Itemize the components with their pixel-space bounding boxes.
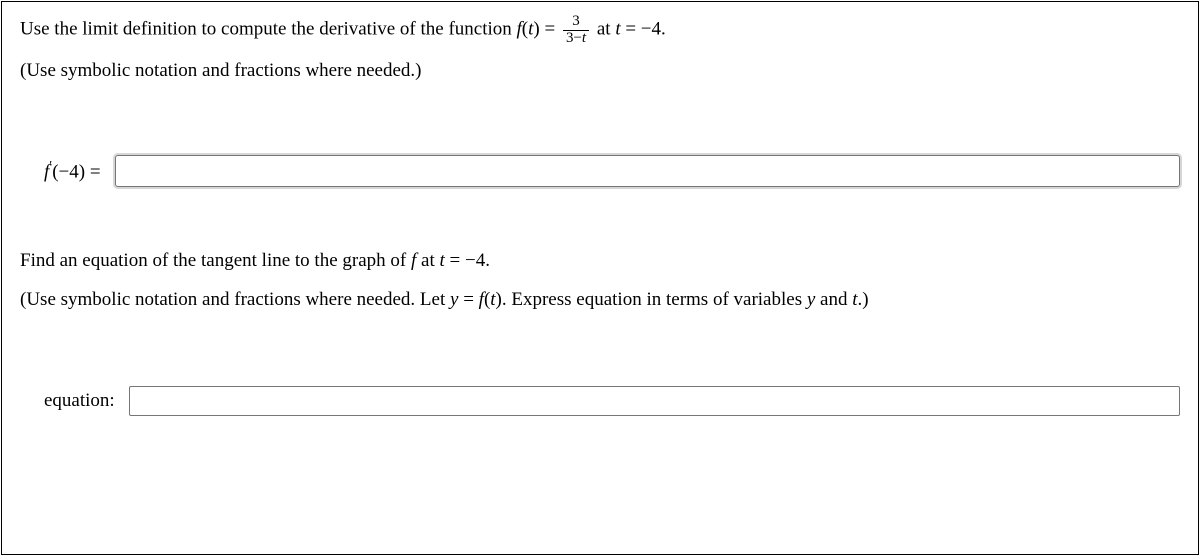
q1-fraction: 3 3−t xyxy=(563,14,589,47)
q2-at-eq: = −4. xyxy=(445,250,490,271)
question-1-hint: (Use symbolic notation and fractions whe… xyxy=(20,57,1180,86)
q1-frac-num: 3 xyxy=(563,14,589,30)
answer-2-input[interactable] xyxy=(129,386,1180,416)
q1-text-pre: Use the limit definition to compute the … xyxy=(20,19,517,40)
problem-container: Use the limit definition to compute the … xyxy=(1,1,1199,555)
answer-1-input[interactable] xyxy=(115,155,1180,187)
q2-hint-pre: (Use symbolic notation and fractions whe… xyxy=(20,289,450,310)
q2-at-text: at xyxy=(416,250,439,271)
q2-hint-eq: = xyxy=(458,289,478,310)
question-2-prompt: Find an equation of the tangent line to … xyxy=(20,247,1180,276)
answer-1-arg: (−4) = xyxy=(52,162,100,183)
q1-at-eq: = −4. xyxy=(621,19,666,40)
q2-hint-pc: ). Express equation in terms of variable… xyxy=(496,289,807,310)
answer-1-row: f′(−4) = xyxy=(44,155,1180,187)
q2-text-pre: Find an equation of the tangent line to … xyxy=(20,250,411,271)
q1-at-text: at xyxy=(597,19,615,40)
q1-paren-close-eq: ) = xyxy=(533,19,560,40)
question-1-prompt: Use the limit definition to compute the … xyxy=(20,14,1180,47)
answer-2-label: equation: xyxy=(44,390,115,412)
q2-hint-and: and xyxy=(815,289,852,310)
answer-1-label: f′(−4) = xyxy=(44,158,101,183)
q1-frac-den: 3−t xyxy=(563,30,589,47)
question-2-hint: (Use symbolic notation and fractions whe… xyxy=(20,286,1180,315)
answer-2-row: equation: xyxy=(44,386,1180,416)
q2-hint-end: .) xyxy=(858,289,869,310)
